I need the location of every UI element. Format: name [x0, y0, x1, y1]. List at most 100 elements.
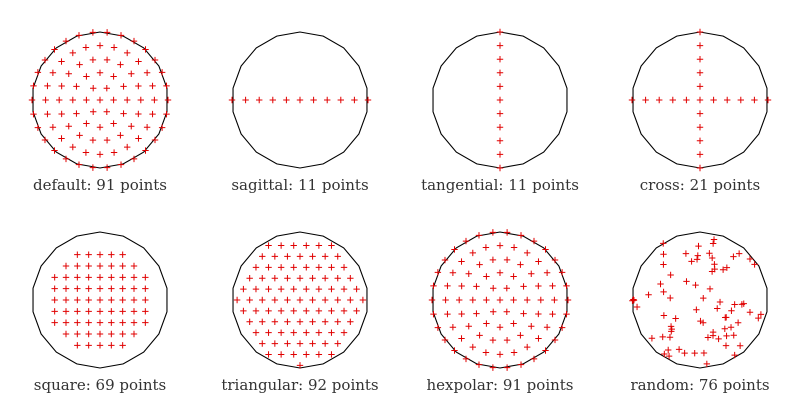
sample-point-marker — [137, 96, 144, 104]
sample-point-marker — [321, 253, 329, 260]
sample-point-marker — [315, 351, 323, 358]
sample-point-marker — [89, 56, 97, 64]
sample-point-marker — [130, 37, 138, 45]
sample-point-marker — [315, 242, 323, 249]
sample-point-marker — [96, 42, 104, 49]
sample-point-marker — [364, 96, 372, 104]
sample-point-marker — [76, 61, 83, 68]
sample-point-marker — [62, 330, 70, 338]
sample-point-marker — [694, 252, 701, 259]
sample-point-marker — [764, 96, 772, 104]
sample-point-marker — [696, 96, 704, 104]
sample-point-marker — [496, 124, 504, 131]
sample-point-marker — [256, 96, 263, 104]
sample-point-marker — [706, 285, 714, 293]
sample-point-marker — [740, 300, 747, 307]
sample-point-marker — [751, 261, 758, 268]
sample-point-marker — [119, 342, 126, 349]
sample-point-marker — [476, 332, 483, 339]
panel-random: random: 76 points — [629, 231, 770, 394]
sample-point-marker — [290, 329, 297, 336]
sample-point-marker — [757, 311, 765, 318]
sample-point-marker — [303, 329, 310, 336]
sample-point-marker — [510, 349, 518, 356]
sample-point-marker — [347, 296, 354, 304]
sample-point-marker — [83, 120, 90, 127]
sample-point-marker — [517, 261, 524, 268]
sample-point-marker — [503, 364, 511, 371]
pupil-aperture — [432, 231, 568, 369]
sample-point-marker — [119, 274, 126, 281]
panel-caption: square: 69 points — [34, 376, 166, 394]
panel-caption: default: 91 points — [33, 176, 167, 194]
sample-point-marker — [710, 236, 718, 243]
sample-point-marker — [69, 49, 76, 57]
sample-point-marker — [41, 136, 49, 144]
pupil-aperture — [632, 231, 768, 369]
sample-point-marker — [665, 346, 672, 354]
sample-point-marker — [490, 285, 497, 292]
sample-point-marker — [328, 307, 335, 315]
sample-point-marker — [74, 296, 81, 304]
sample-point-marker — [74, 285, 81, 292]
sample-point-marker — [695, 242, 702, 250]
sample-point-marker — [82, 149, 90, 156]
sample-point-marker — [456, 296, 463, 304]
sample-point-marker — [108, 285, 115, 292]
sample-point-marker — [89, 29, 97, 36]
sample-point-marker — [73, 83, 80, 90]
sample-point-marker — [103, 108, 110, 115]
sample-point-marker — [449, 269, 457, 276]
sample-point-marker — [62, 274, 70, 281]
sample-point-marker — [310, 96, 317, 104]
sample-point-marker — [290, 285, 297, 293]
sample-point-marker — [751, 96, 758, 104]
sample-point-marker — [709, 240, 717, 247]
panel-caption: triangular: 92 points — [221, 376, 378, 394]
sample-point-marker — [517, 232, 525, 239]
sample-point-marker — [696, 124, 704, 131]
sample-point-marker — [246, 318, 253, 325]
sample-point-marker — [89, 164, 97, 171]
sample-point-marker — [489, 336, 497, 344]
sample-point-marker — [528, 323, 535, 330]
sample-point-marker — [120, 83, 127, 90]
sample-point-marker — [334, 340, 341, 347]
sample-point-marker — [656, 96, 663, 104]
sample-point-marker — [110, 120, 117, 127]
sample-point-marker — [83, 96, 90, 104]
sample-point-marker — [34, 69, 42, 76]
sample-point-marker — [334, 275, 341, 282]
sample-point-marker — [688, 258, 695, 265]
sample-point-marker — [661, 350, 668, 358]
sample-point-marker — [296, 275, 304, 282]
sample-point-marker — [85, 308, 92, 315]
sample-point-marker — [696, 28, 704, 36]
sample-point-marker — [108, 308, 115, 315]
sample-point-marker — [691, 349, 698, 357]
sample-point-marker — [85, 262, 92, 270]
sample-point-marker — [163, 110, 170, 118]
sample-point-marker — [142, 285, 149, 292]
sample-point-marker — [449, 324, 457, 331]
sample-point-marker — [142, 46, 149, 53]
sample-point-marker — [103, 164, 111, 171]
sample-point-marker — [473, 283, 480, 290]
sample-point-marker — [489, 229, 497, 236]
sample-points — [628, 28, 772, 172]
sample-point-marker — [259, 318, 266, 325]
sample-point-marker — [119, 308, 126, 315]
sample-point-marker — [535, 282, 542, 290]
sample-point-marker — [83, 73, 90, 80]
sample-point-marker — [117, 161, 125, 168]
sample-point-marker — [142, 308, 149, 315]
sample-point-marker — [252, 264, 260, 271]
sample-point-marker — [265, 264, 272, 271]
sample-point-marker — [524, 343, 531, 351]
sample-point-marker — [458, 335, 465, 342]
sample-point-marker — [321, 340, 329, 347]
sample-point-marker — [164, 96, 172, 104]
sample-point-marker — [108, 262, 115, 270]
sample-point-marker — [62, 308, 70, 315]
